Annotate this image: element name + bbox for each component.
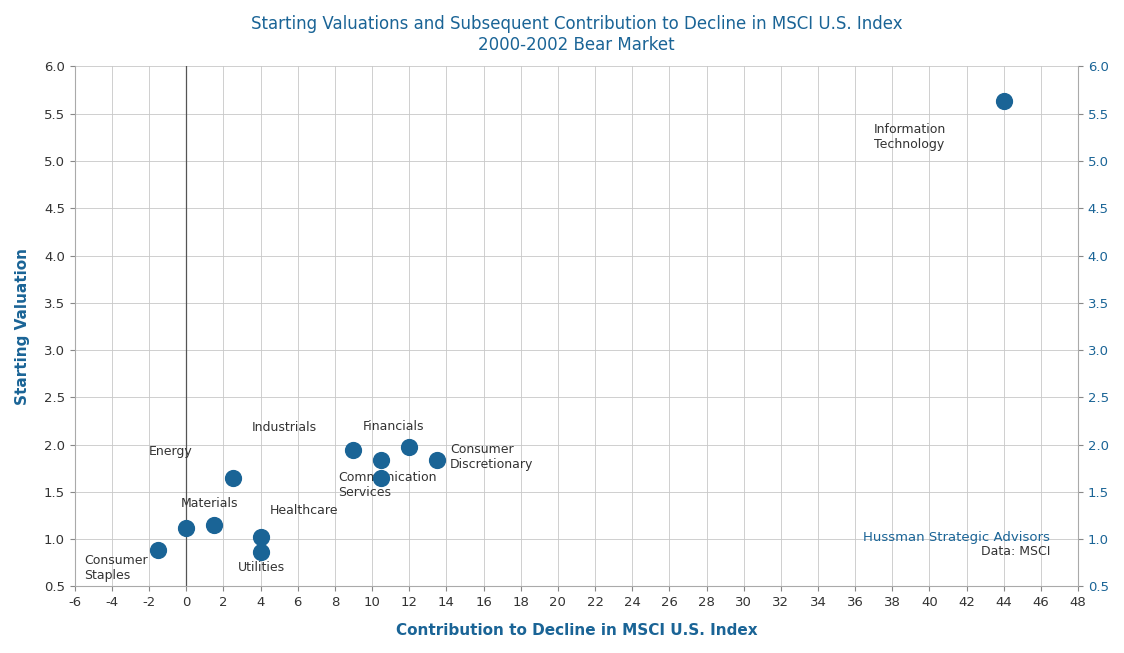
Text: Information
Technology: Information Technology bbox=[873, 123, 946, 151]
Y-axis label: Starting Valuation: Starting Valuation bbox=[15, 248, 30, 405]
Point bbox=[205, 520, 223, 530]
Point bbox=[178, 522, 196, 533]
Point bbox=[372, 473, 390, 483]
Text: Data: MSCI: Data: MSCI bbox=[981, 545, 1050, 558]
Text: Consumer
Staples: Consumer Staples bbox=[84, 554, 147, 582]
Text: Consumer
Discretionary: Consumer Discretionary bbox=[450, 443, 534, 471]
Point bbox=[995, 96, 1013, 106]
Text: Energy: Energy bbox=[149, 445, 193, 458]
Text: Communication
Services: Communication Services bbox=[338, 471, 437, 500]
Text: Industrials: Industrials bbox=[252, 421, 316, 434]
Point bbox=[344, 445, 362, 456]
Point bbox=[149, 545, 167, 556]
Point bbox=[372, 454, 390, 465]
Point bbox=[428, 454, 446, 465]
Text: Materials: Materials bbox=[181, 497, 238, 510]
X-axis label: Contribution to Decline in MSCI U.S. Index: Contribution to Decline in MSCI U.S. Ind… bbox=[396, 623, 758, 638]
Text: Financials: Financials bbox=[363, 420, 424, 433]
Point bbox=[252, 532, 270, 543]
Text: Utilities: Utilities bbox=[238, 561, 285, 574]
Point bbox=[224, 473, 242, 483]
Point bbox=[400, 442, 418, 453]
Text: Healthcare: Healthcare bbox=[270, 504, 338, 517]
Point bbox=[252, 547, 270, 558]
Title: Starting Valuations and Subsequent Contribution to Decline in MSCI U.S. Index
20: Starting Valuations and Subsequent Contr… bbox=[251, 15, 903, 54]
Text: Hussman Strategic Advisors: Hussman Strategic Advisors bbox=[863, 531, 1050, 544]
